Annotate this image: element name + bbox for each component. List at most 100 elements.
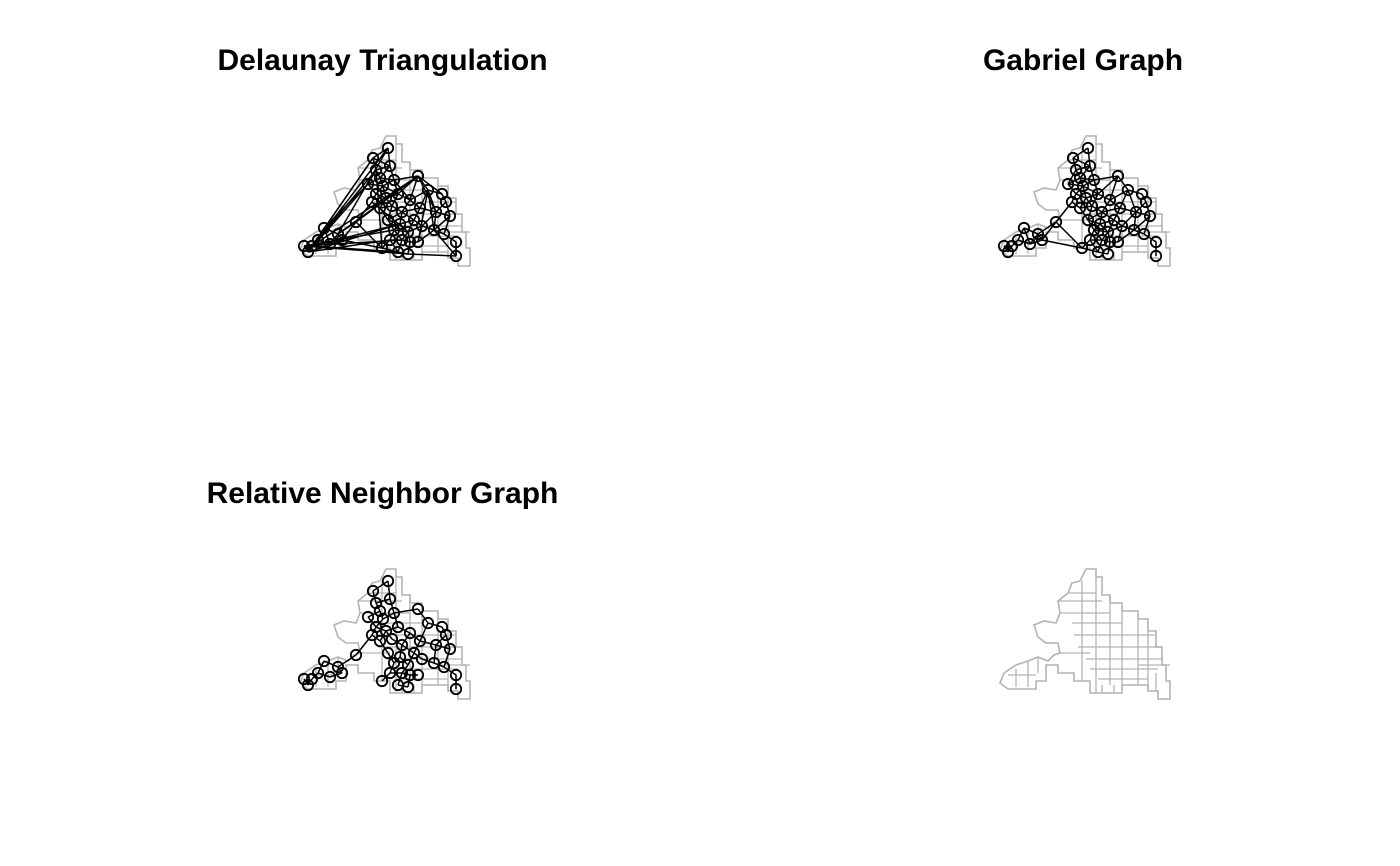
graph-edge: [1097, 193, 1111, 201]
graph-edge: [1101, 211, 1115, 221]
graph-edge: [379, 610, 384, 620]
graph-node: [1066, 151, 1080, 165]
graph-node: [1113, 201, 1127, 215]
graph-node: [401, 680, 415, 694]
graph-edge: [1113, 207, 1121, 221]
graph-node: [1011, 233, 1025, 247]
graph-node: [449, 668, 463, 682]
graph-edge: [1037, 221, 1057, 235]
graph-node: [317, 221, 331, 235]
graph-node: [1101, 247, 1115, 261]
graph-node: [1087, 173, 1101, 187]
graph-node: [1085, 199, 1099, 213]
graph-node: [421, 183, 435, 197]
region-boundaries-plot: [999, 568, 1171, 700]
graph-edge: [379, 640, 389, 654]
graph-edge: [443, 648, 451, 668]
graph-node: [443, 209, 457, 223]
graph-node: [1073, 201, 1087, 215]
graph-edge: [1121, 211, 1137, 227]
graph-node: [365, 628, 379, 642]
graph-edge: [1085, 193, 1099, 199]
graph-edge: [1097, 239, 1103, 253]
graph-edge: [311, 672, 319, 680]
graph-edge: [355, 634, 373, 656]
graph-node: [373, 604, 387, 618]
graph-node: [1075, 241, 1089, 255]
graph-edge: [367, 610, 381, 618]
graph-node: [997, 239, 1011, 253]
graph-node: [366, 151, 380, 165]
graph-node: [1127, 223, 1141, 237]
graph-node: [437, 660, 451, 674]
graph-edge: [445, 634, 451, 650]
panel-gabriel: Gabriel Graph: [700, 0, 1400, 433]
graph-node: [395, 666, 409, 680]
graph-edge: [407, 225, 423, 233]
graph-edge: [419, 622, 429, 642]
graph-edge: [1067, 177, 1081, 185]
graph-node: [391, 187, 405, 201]
graph-node: [427, 223, 441, 237]
graph-edge: [393, 229, 409, 233]
graph-edge: [413, 640, 421, 654]
graph-node: [1083, 159, 1097, 173]
graph-edge: [401, 632, 411, 646]
graph-node: [311, 233, 325, 247]
graph-node: [373, 171, 387, 185]
graph-edge: [419, 207, 437, 213]
graph-node: [415, 652, 429, 666]
graph-edge: [1121, 225, 1135, 231]
graph-node: [1143, 209, 1157, 223]
graph-node: [1091, 187, 1105, 201]
graph-node: [1035, 233, 1049, 247]
graph-node: [311, 666, 325, 680]
graph-node: [1076, 179, 1090, 193]
graph-node: [1103, 235, 1117, 249]
graph-node: [301, 678, 315, 692]
graph-node: [387, 223, 401, 237]
gabriel-graph-plot: [997, 135, 1171, 267]
panel-title: Relative Neighbor Graph: [206, 477, 559, 510]
graph-edge: [1143, 215, 1151, 235]
graph-node: [335, 233, 349, 247]
graph-edge: [317, 660, 325, 674]
graph-edge: [393, 656, 401, 664]
graph-node: [365, 195, 379, 209]
graph-edge: [443, 666, 457, 676]
graph-edge: [329, 672, 343, 678]
graph-edge: [1011, 239, 1019, 247]
graph-node: [391, 620, 405, 634]
graph-edge: [1107, 219, 1115, 233]
graph-node: [411, 602, 425, 616]
graph-edge: [372, 147, 389, 159]
graph-node: [1103, 193, 1117, 207]
graph-node: [1149, 249, 1163, 263]
relative-neighbor-graph-plot: [297, 568, 471, 700]
graph-edge: [1017, 227, 1025, 241]
graph-edge: [435, 634, 447, 646]
graph-edge: [379, 177, 395, 181]
graph-edge: [371, 201, 409, 233]
graph-edge: [1093, 223, 1101, 231]
graph-edge: [1023, 227, 1031, 245]
graph-edge: [1099, 219, 1115, 225]
graph-edge: [372, 590, 377, 604]
graph-edge: [389, 239, 399, 253]
panel-title: Delaunay Triangulation: [217, 44, 548, 77]
graph-edge: [409, 175, 419, 201]
graph-edge: [387, 147, 391, 167]
graph-node: [381, 574, 395, 588]
graph-edge: [401, 239, 411, 243]
graph-node: [383, 159, 397, 173]
region-boundary: [299, 568, 471, 700]
graph-edge: [409, 199, 421, 209]
graph-edge: [1067, 183, 1077, 195]
graph-node: [385, 199, 399, 213]
graph-node: [411, 235, 425, 249]
graph-node: [366, 584, 380, 598]
graph-edge: [417, 608, 429, 624]
graph-edge: [1072, 147, 1089, 159]
graph-edge: [1075, 165, 1091, 171]
graph-edge: [379, 177, 384, 187]
